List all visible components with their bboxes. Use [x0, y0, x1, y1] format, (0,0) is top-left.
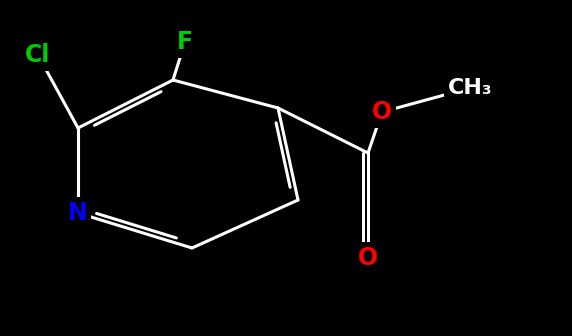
- Text: Cl: Cl: [25, 43, 51, 67]
- Text: CH₃: CH₃: [448, 78, 492, 98]
- Text: O: O: [372, 100, 392, 124]
- Text: N: N: [68, 201, 88, 225]
- Text: O: O: [358, 246, 378, 270]
- Text: F: F: [177, 30, 193, 54]
